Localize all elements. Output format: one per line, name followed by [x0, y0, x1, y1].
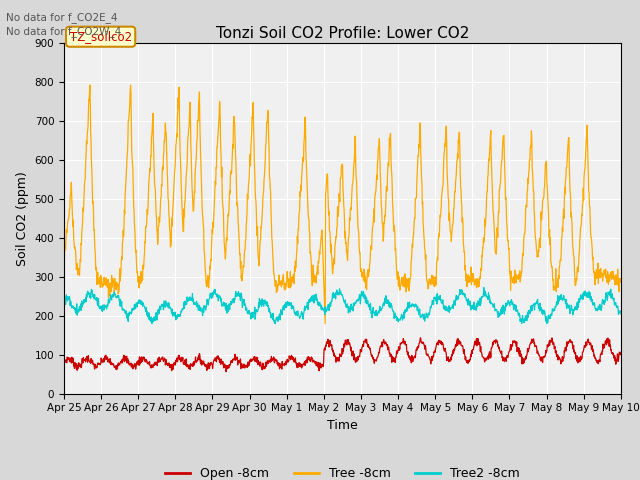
X-axis label: Time: Time [327, 419, 358, 432]
Y-axis label: Soil CO2 (ppm): Soil CO2 (ppm) [16, 171, 29, 266]
Text: No data for f_CO2W_4: No data for f_CO2W_4 [6, 26, 122, 37]
Title: Tonzi Soil CO2 Profile: Lower CO2: Tonzi Soil CO2 Profile: Lower CO2 [216, 25, 469, 41]
Text: TZ_soilco2: TZ_soilco2 [70, 30, 132, 43]
Text: No data for f_CO2E_4: No data for f_CO2E_4 [6, 12, 118, 23]
Legend: Open -8cm, Tree -8cm, Tree2 -8cm: Open -8cm, Tree -8cm, Tree2 -8cm [159, 462, 525, 480]
